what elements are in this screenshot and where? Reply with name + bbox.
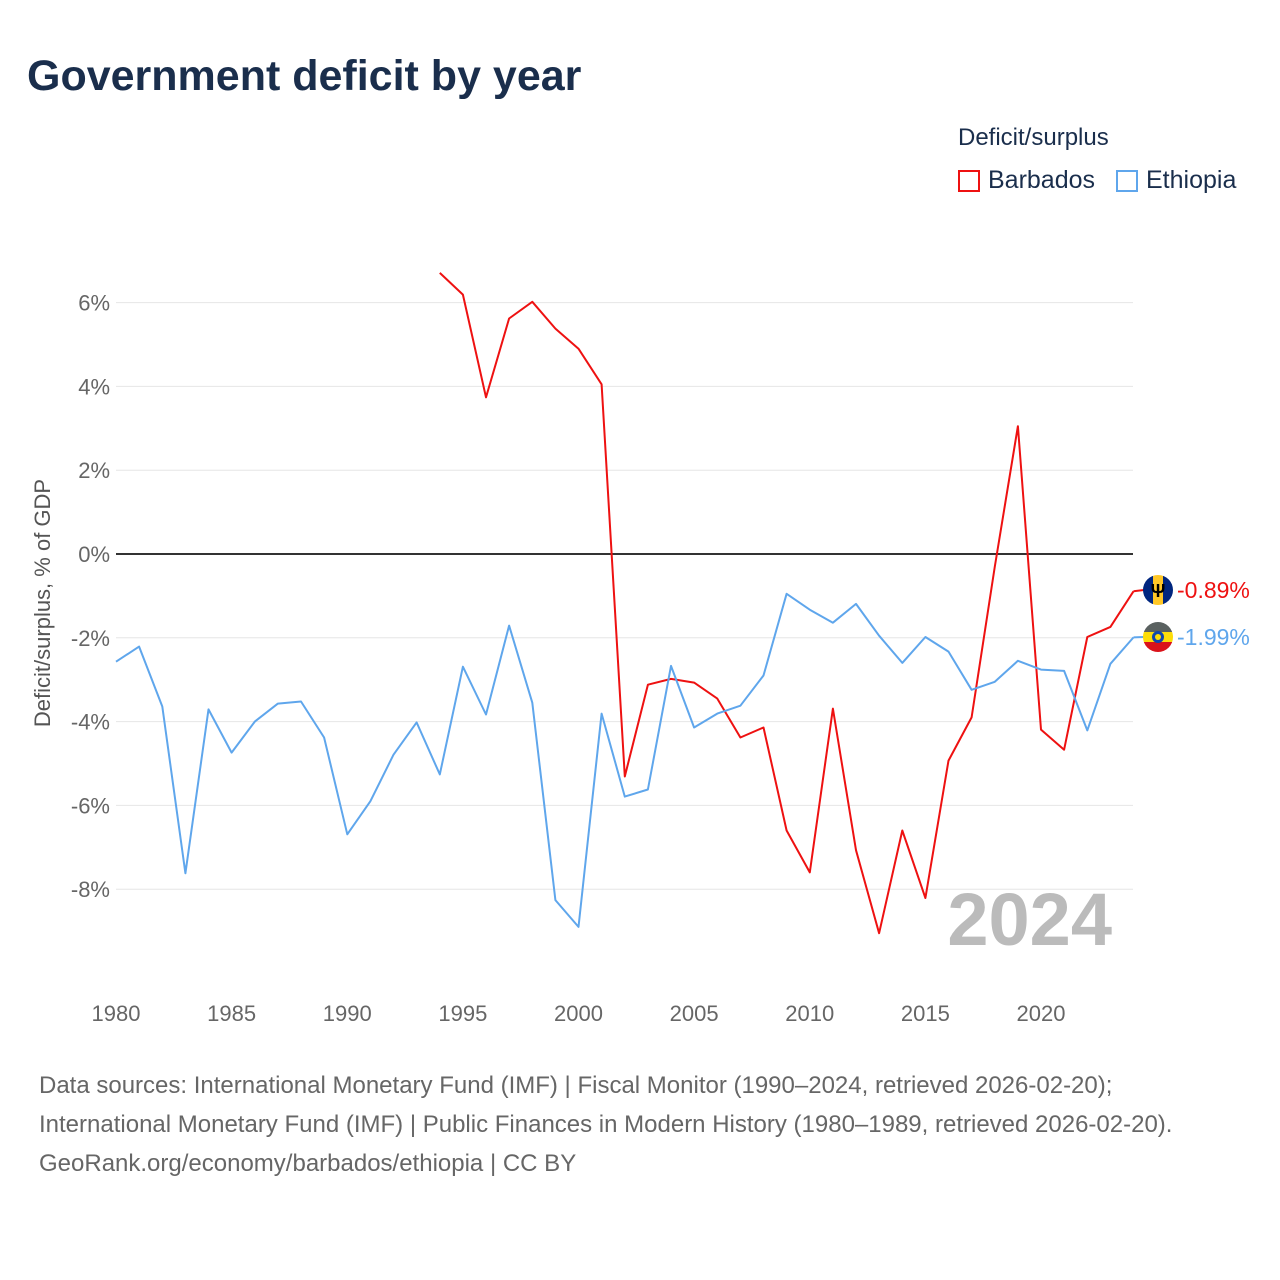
x-tick-label: 1995 (438, 1001, 487, 1026)
legend-label-ethiopia: Ethiopia (1146, 166, 1237, 194)
x-tick-label: 1985 (207, 1001, 256, 1026)
y-tick-label: 2% (78, 458, 110, 483)
x-tick-label: 2020 (1017, 1001, 1066, 1026)
legend-item-barbados[interactable]: Barbados (958, 166, 1095, 195)
legend-swatch-ethiopia (1116, 169, 1138, 192)
y-tick-label: 0% (78, 542, 110, 567)
y-tick-label: -8% (71, 877, 110, 902)
data-sources: Data sources: International Monetary Fun… (39, 1072, 1173, 1138)
x-tick-label: 1980 (92, 1001, 141, 1026)
y-tick-label: -6% (71, 793, 110, 818)
y-tick-label: -2% (71, 626, 110, 651)
ethiopia-flag-icon (1143, 622, 1173, 652)
y-tick-label: -4% (71, 710, 110, 735)
plot-area: 6% 4% 2% 0% -2% -4% -6% -8% 1980 1985 1990 1995 2000… (30, 272, 1250, 1026)
x-tick-label: 1990 (323, 1001, 372, 1026)
legend-item-ethiopia[interactable]: Ethiopia (1116, 166, 1236, 195)
end-connector (1133, 589, 1145, 593)
x-tick-label: 2000 (554, 1001, 603, 1026)
x-tick-label: 2015 (901, 1001, 950, 1026)
svg-text:Ψ: Ψ (1151, 581, 1166, 601)
footer: Data sources: International Monetary Fun… (39, 1066, 1239, 1183)
x-tick-label: 2010 (785, 1001, 834, 1026)
y-tick-label: 6% (78, 291, 110, 316)
series-line-ethiopia (115, 592, 1135, 928)
y-tick-label: 4% (78, 374, 110, 399)
legend-title: Deficit/surplus (958, 124, 1109, 151)
chart-title: Government deficit by year (27, 52, 582, 100)
credit-link[interactable]: GeoRank.org/economy/barbados/ethiopia | … (39, 1150, 577, 1177)
series-line-barbados (439, 272, 1135, 935)
barbados-flag-icon: Ψ (1143, 575, 1173, 605)
legend-swatch-barbados (958, 169, 980, 192)
legend-label-barbados: Barbados (988, 166, 1096, 194)
end-label-ethiopia: -1.99% (1177, 624, 1250, 650)
x-tick-label: 2005 (670, 1001, 719, 1026)
y-axis-label: Deficit/surplus, % of GDP (30, 479, 55, 727)
year-watermark: 2024 (947, 878, 1112, 961)
end-label-barbados: -0.89% (1177, 577, 1250, 603)
